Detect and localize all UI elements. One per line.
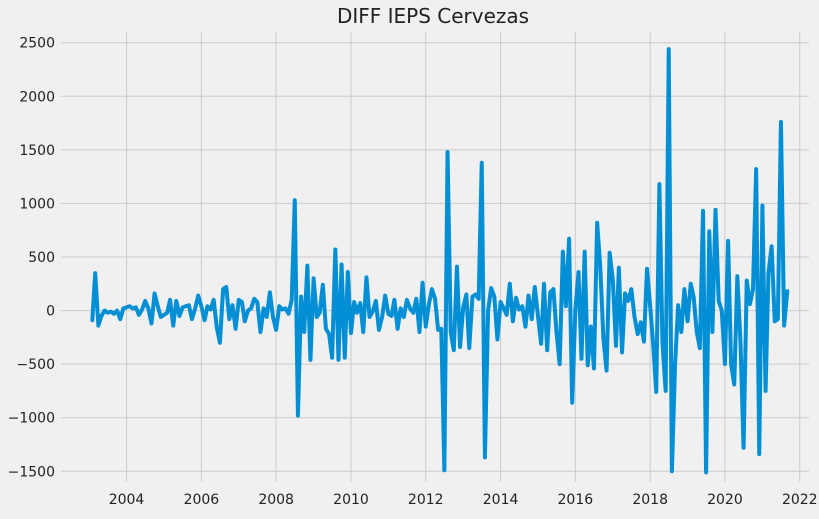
y-tick-label: 500 [28, 250, 55, 266]
series-line [90, 47, 790, 475]
y-axis-tick-labels: 2500 2000 1500 1000 500 0 −500 −1000 −1500 [8, 36, 55, 481]
x-tick-label: 2004 [109, 492, 145, 508]
x-tick-label: 2020 [707, 492, 743, 508]
x-tick-label: 2008 [258, 492, 294, 508]
y-tick-label: −1500 [8, 464, 55, 480]
x-tick-label: 2018 [632, 492, 668, 508]
y-tick-label: −1000 [8, 411, 55, 427]
chart-title: DIFF IEPS Cervezas [337, 4, 529, 28]
y-tick-label: 2000 [19, 89, 55, 105]
y-tick-label: 1000 [19, 196, 55, 212]
y-tick-label: 1500 [19, 143, 55, 159]
y-tick-label: −500 [17, 357, 55, 373]
series-layer [90, 47, 790, 475]
y-tick-label: 2500 [19, 36, 55, 52]
x-tick-label: 2006 [184, 492, 220, 508]
y-tick-label: 0 [46, 304, 55, 320]
x-tick-label: 2012 [408, 492, 444, 508]
x-axis-tick-labels: 2004 2006 2008 2010 2012 2014 2016 2018 2020 2022 [109, 492, 818, 508]
x-tick-label: 2014 [483, 492, 519, 508]
x-tick-label: 2022 [782, 492, 818, 508]
x-tick-label: 2010 [333, 492, 369, 508]
x-tick-label: 2016 [558, 492, 594, 508]
